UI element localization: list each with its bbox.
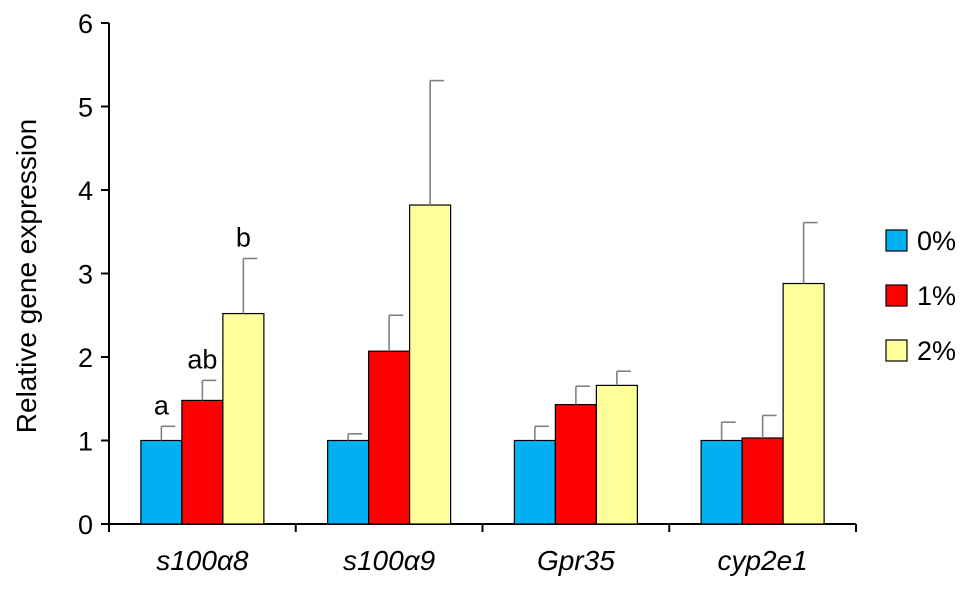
significance-label: a xyxy=(154,390,170,420)
y-tick-label: 4 xyxy=(78,176,93,206)
significance-label: b xyxy=(236,222,251,252)
bar xyxy=(700,439,743,525)
bar xyxy=(782,282,825,525)
bar xyxy=(222,312,265,525)
y-axis-title: Relative gene expression xyxy=(11,119,42,433)
y-tick-label: 3 xyxy=(78,260,93,290)
bar xyxy=(327,439,370,525)
bar xyxy=(595,384,638,525)
y-tick-label: 2 xyxy=(78,343,93,373)
bar xyxy=(513,439,556,525)
error-bars xyxy=(160,79,818,441)
x-axis: s100α8 s100α9 Gpr35 cyp2e1 xyxy=(108,523,857,576)
y-tick-label: 0 xyxy=(78,510,93,540)
legend-swatch xyxy=(885,229,908,252)
bar xyxy=(554,403,597,525)
legend-label: 1% xyxy=(917,281,956,311)
bar xyxy=(409,204,452,525)
legend-label: 2% xyxy=(917,336,956,366)
bar xyxy=(741,437,784,525)
significance-label: ab xyxy=(187,344,217,374)
significance-annotations: aab b xyxy=(154,222,251,420)
category-label: s100α9 xyxy=(343,545,435,576)
bar xyxy=(181,399,224,525)
bar xyxy=(368,350,411,525)
legend-swatch xyxy=(885,284,908,307)
y-tick-label: 6 xyxy=(78,9,93,39)
category-label: cyp2e1 xyxy=(717,545,807,576)
category-label: s100α8 xyxy=(156,545,249,576)
y-tick-label: 1 xyxy=(78,427,93,457)
y-tick-label: 5 xyxy=(78,93,93,123)
y-axis: 0 1 2 3 4 5 6 xyxy=(78,9,110,540)
legend-swatch xyxy=(885,339,908,362)
bars xyxy=(140,204,825,525)
category-label: Gpr35 xyxy=(537,545,615,576)
bar xyxy=(140,439,183,525)
legend-label: 0% xyxy=(917,226,956,256)
legend: 0% 1% 2% xyxy=(885,226,956,366)
